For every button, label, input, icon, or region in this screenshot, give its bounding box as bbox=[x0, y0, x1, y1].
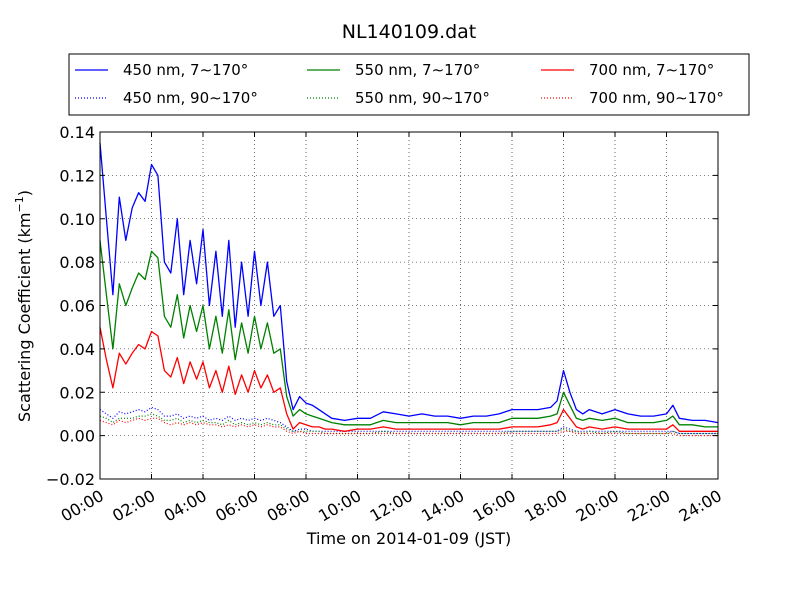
y-axis-label: Scattering Coefficient (km−1) bbox=[13, 190, 34, 422]
x-tick-label: 16:00 bbox=[470, 486, 519, 526]
x-axis-label: Time on 2014-01-09 (JST) bbox=[306, 529, 511, 548]
y-tick-label: 0.12 bbox=[59, 166, 95, 185]
legend-label: 550 nm, 90∼170° bbox=[355, 89, 490, 107]
x-tick-label: 06:00 bbox=[212, 486, 261, 526]
x-tick-label: 00:00 bbox=[58, 486, 107, 526]
y-tick-label: 0.10 bbox=[59, 210, 95, 229]
y-tick-label: 0.08 bbox=[59, 253, 95, 272]
legend-label: 550 nm, 7∼170° bbox=[355, 61, 480, 79]
x-tick-label: 18:00 bbox=[521, 486, 570, 526]
y-axis-label-superscript: −1 bbox=[13, 196, 26, 212]
x-tick-label: 20:00 bbox=[573, 486, 622, 526]
y-tick-label: 0.02 bbox=[59, 383, 95, 402]
y-tick-labels: −0.02 0.00 0.02 0.04 0.06 0.08 0.10 0.12 0.14 bbox=[46, 123, 95, 489]
y-axis-label-main: Scattering Coefficient (km bbox=[15, 212, 34, 422]
y-tick-label: 0.04 bbox=[59, 340, 95, 359]
series-line-0 bbox=[99, 142, 719, 424]
y-tick-label: −0.02 bbox=[46, 470, 95, 489]
legend-label: 700 nm, 7∼170° bbox=[589, 61, 714, 79]
y-tick-label: 0.00 bbox=[59, 427, 95, 446]
x-tick-label: 08:00 bbox=[264, 486, 313, 526]
legend-label: 450 nm, 90∼170° bbox=[123, 89, 258, 107]
legend-frame bbox=[68, 53, 750, 116]
series-line-2 bbox=[99, 327, 718, 432]
series-line-5 bbox=[99, 417, 718, 437]
x-tick-label: 10:00 bbox=[315, 486, 364, 526]
x-tick-label: 12:00 bbox=[367, 486, 416, 526]
series-line-1 bbox=[99, 240, 718, 428]
grid bbox=[100, 132, 718, 479]
x-tick-label: 24:00 bbox=[676, 486, 725, 526]
x-tick-label: 14:00 bbox=[418, 486, 467, 526]
legend-label: 450 nm, 7∼170° bbox=[123, 61, 248, 79]
chart-title: NL140109.dat bbox=[342, 21, 477, 43]
series-line-3 bbox=[99, 406, 718, 435]
series-lines bbox=[99, 142, 719, 437]
ticks bbox=[99, 131, 719, 480]
x-tick-label: 02:00 bbox=[109, 486, 158, 526]
x-tick-label: 04:00 bbox=[161, 486, 210, 526]
legend: 450 nm, 7∼170° 550 nm, 7∼170° 700 nm, 7∼17… bbox=[68, 53, 750, 116]
plot-area bbox=[99, 131, 719, 480]
legend-label: 700 nm, 90∼170° bbox=[589, 89, 724, 107]
y-axis-label-end: ) bbox=[15, 190, 34, 196]
x-tick-label: 22:00 bbox=[624, 486, 673, 526]
y-tick-label: 0.06 bbox=[59, 297, 95, 316]
y-tick-label: 0.14 bbox=[59, 123, 95, 142]
x-tick-labels: 00:00 02:00 04:00 06:00 08:00 10:00 12:00 14:00… bbox=[58, 486, 725, 526]
